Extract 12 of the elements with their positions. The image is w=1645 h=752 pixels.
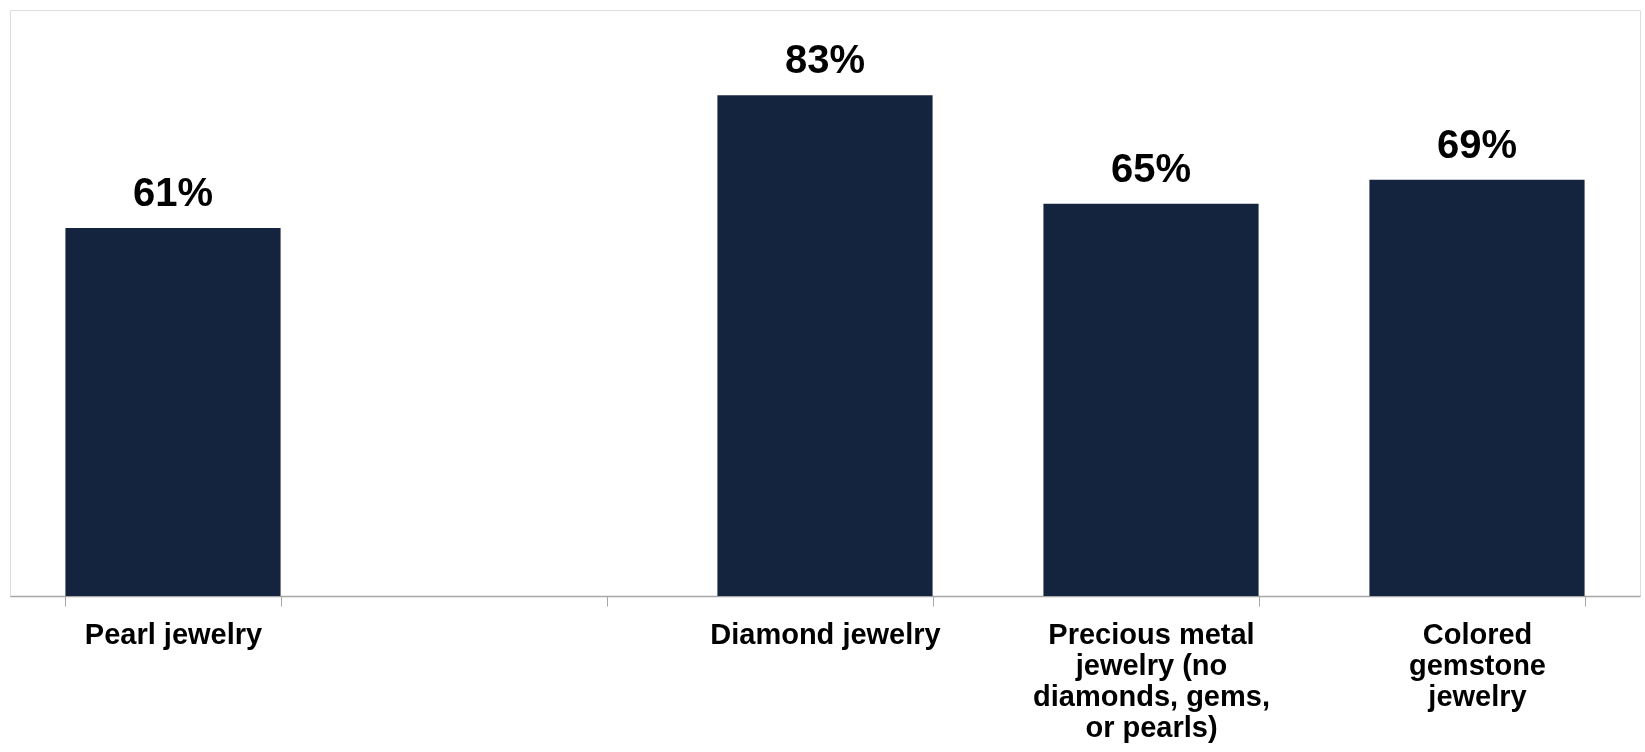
x-tick-label: Diamond jewelry: [710, 617, 941, 650]
data-label: 83%: [784, 37, 866, 82]
data-label: 61%: [132, 169, 214, 214]
x-tick-label: Pearl jewelry: [84, 617, 263, 650]
data-label: 65%: [1110, 145, 1192, 190]
data-label: 69%: [1436, 121, 1518, 166]
x-tick-label: Precious metal jewelry (no diamonds, gems, or pearls): [1033, 617, 1270, 743]
x-tick-label: Colored gemstone jewelry: [1409, 617, 1546, 712]
bar: [717, 95, 933, 596]
bar: [1043, 203, 1259, 596]
bar: [1369, 179, 1585, 596]
bar: [65, 227, 281, 596]
